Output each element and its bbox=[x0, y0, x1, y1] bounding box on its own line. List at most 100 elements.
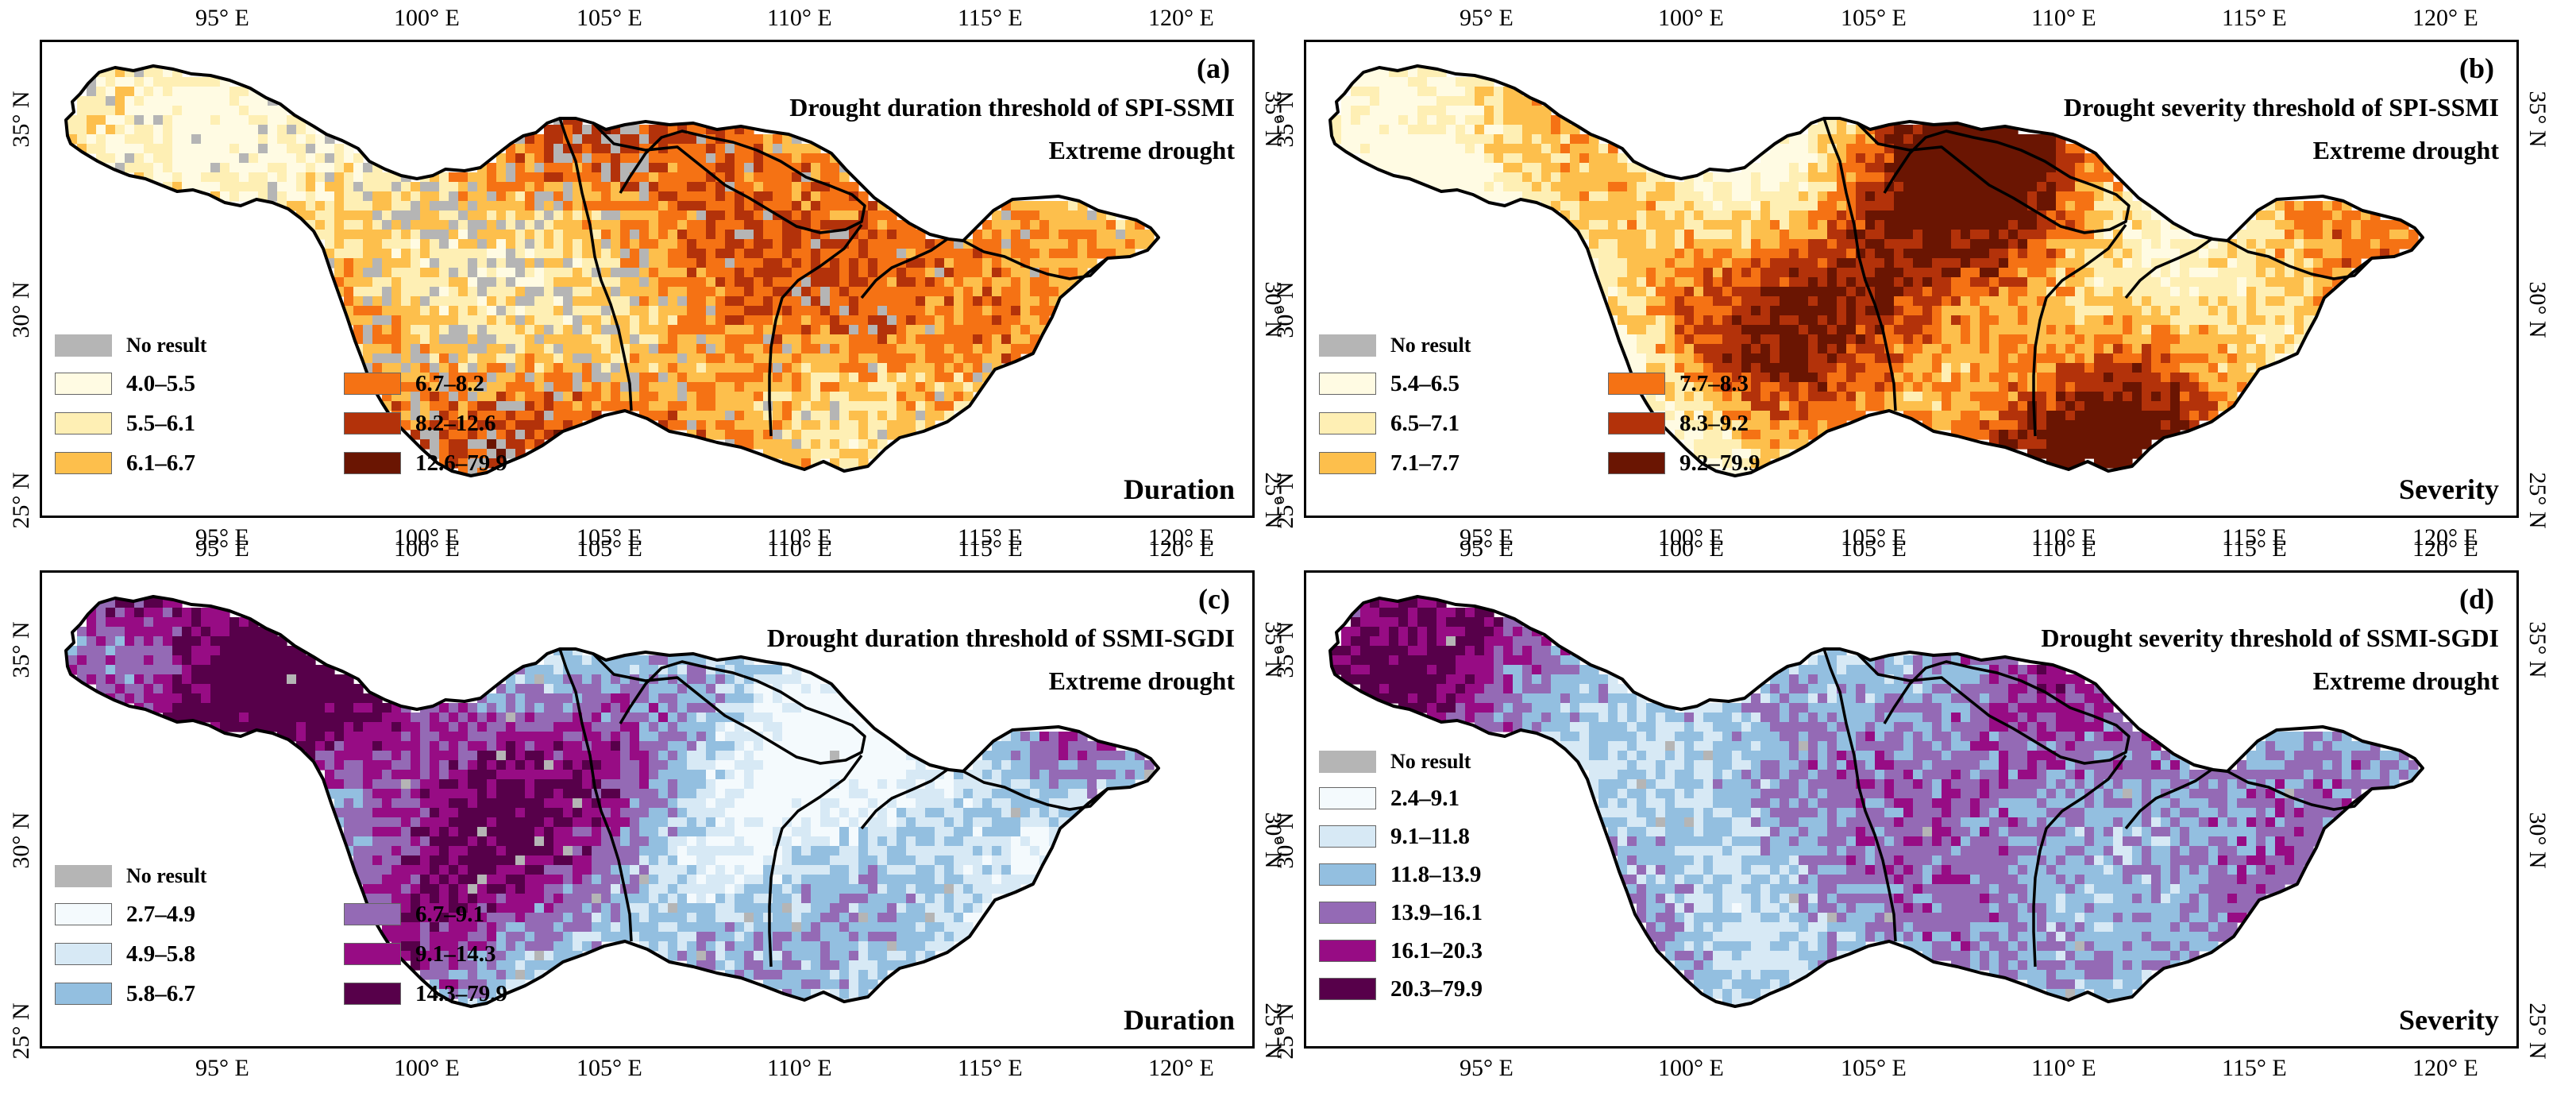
panel-title: Drought severity threshold of SSMI-SGDI bbox=[2041, 624, 2499, 652]
map-panel-b: 95° E 100° E 105° E 110° E 115° E 120° E 95° E… bbox=[1272, 5, 2551, 550]
sub-basin-boundary bbox=[860, 238, 949, 299]
sub-basin-boundary bbox=[1856, 122, 2131, 234]
sub-basin-boundary bbox=[962, 239, 1109, 280]
x-tick-label-top: 100° E bbox=[394, 5, 460, 31]
legend-no-result-text: No result bbox=[1390, 750, 1471, 773]
legend-class-text: 7.7–8.3 bbox=[1679, 370, 1749, 396]
legend-item: 9.2–79.9 bbox=[1608, 450, 1760, 476]
sub-basin-boundary bbox=[962, 770, 1109, 811]
x-tick-label-bottom: 110° E bbox=[767, 1055, 832, 1081]
x-tick-label-bottom: 120° E bbox=[2412, 1055, 2478, 1081]
legend-item: 4.9–5.8 bbox=[55, 941, 195, 967]
legend-swatch bbox=[1319, 334, 1376, 357]
panel-variable-label: Severity bbox=[2399, 1004, 2499, 1036]
y-tick-label-left: 30° N bbox=[1272, 812, 1298, 869]
y-tick-label-right: 35° N bbox=[2524, 91, 2551, 148]
legend-item: 2.4–9.1 bbox=[1319, 786, 1460, 811]
legend-class-text: 14.3–79.9 bbox=[415, 980, 507, 1006]
sub-basin-boundary bbox=[2032, 754, 2127, 967]
legend-class-text: 6.7–8.2 bbox=[415, 370, 484, 396]
legend-item: 14.3–79.9 bbox=[344, 981, 507, 1006]
panel-label: (b) bbox=[2459, 52, 2494, 84]
legend-swatch bbox=[1608, 452, 1665, 474]
legend-class-text: 20.3–79.9 bbox=[1390, 975, 1483, 1002]
x-tick-label-top: 105° E bbox=[577, 535, 642, 562]
raster-cells bbox=[1332, 68, 2419, 476]
legend-class-text: 5.4–6.5 bbox=[1390, 370, 1460, 396]
basin-boundary bbox=[64, 64, 1160, 477]
legend-item: 7.7–8.3 bbox=[1608, 371, 1749, 396]
x-tick-label-top: 115° E bbox=[958, 535, 1023, 562]
legend-swatch bbox=[1319, 902, 1376, 924]
legend-swatch bbox=[55, 903, 112, 925]
legend-class-text: 4.9–5.8 bbox=[126, 940, 195, 967]
legend-swatch bbox=[1319, 373, 1376, 395]
legend-swatch bbox=[1319, 787, 1376, 809]
map-frame: (b) Drought severity threshold of SPI-SSM… bbox=[1304, 40, 2519, 518]
legend-item: 6.7–9.1 bbox=[344, 902, 484, 927]
x-tick-label-top: 100° E bbox=[394, 535, 460, 562]
legend-class-text: 5.8–6.7 bbox=[126, 980, 195, 1006]
y-tick-label-left: 35° N bbox=[1272, 91, 1298, 148]
raster-cells bbox=[67, 598, 1155, 1006]
y-tick-label-left: 30° N bbox=[1272, 281, 1298, 338]
legend-swatch bbox=[344, 903, 401, 925]
panel-variable-label: Duration bbox=[1123, 473, 1235, 505]
legend-item: 13.9–16.1 bbox=[1319, 900, 1483, 925]
x-tick-label-bottom: 105° E bbox=[577, 1055, 642, 1081]
x-tick-label-top: 105° E bbox=[577, 5, 642, 31]
x-tick-label-top: 110° E bbox=[767, 535, 832, 562]
legend-item: 9.1–11.8 bbox=[1319, 824, 1470, 849]
drought-raster-map bbox=[1328, 595, 2424, 1008]
map-frame: (a) Drought duration threshold of SPI-SSM… bbox=[40, 40, 1255, 518]
y-tick-label-left: 30° N bbox=[8, 281, 34, 338]
x-tick-label-top: 115° E bbox=[2222, 5, 2287, 31]
x-tick-label-bottom: 100° E bbox=[1658, 1055, 1724, 1081]
legend-item-no-result: No result bbox=[55, 333, 206, 358]
legend-no-result-text: No result bbox=[126, 864, 207, 887]
map-panel-d: 95° E 100° E 105° E 110° E 115° E 120° E 95° E… bbox=[1272, 535, 2551, 1081]
basin-boundary bbox=[1328, 595, 2424, 1008]
raster-cells bbox=[1332, 598, 2419, 1006]
sub-basin-boundary bbox=[558, 648, 633, 942]
legend-swatch bbox=[344, 983, 401, 1005]
legend-item: 12.6–79.9 bbox=[344, 450, 507, 476]
x-tick-label-top: 120° E bbox=[2412, 5, 2478, 31]
legend-item: 5.4–6.5 bbox=[1319, 371, 1460, 396]
drought-raster-map bbox=[1328, 64, 2424, 477]
legend-item: 6.5–7.1 bbox=[1319, 411, 1460, 436]
legend-swatch bbox=[1608, 412, 1665, 434]
map-panel-c: 95° E 100° E 105° E 110° E 115° E 120° E 95° E… bbox=[8, 535, 1286, 1081]
y-tick-label-right: 25° N bbox=[2524, 1002, 2551, 1060]
legend-swatch bbox=[55, 983, 112, 1005]
sub-basin-boundary bbox=[768, 754, 863, 967]
legend-class-text: 2.7–4.9 bbox=[126, 901, 195, 927]
map-panel-a: 95° E 100° E 105° E 110° E 115° E 120° E 95° E… bbox=[8, 5, 1286, 550]
legend-class-text: 6.7–9.1 bbox=[415, 901, 484, 927]
legend-class-text: 9.1–14.3 bbox=[415, 940, 496, 967]
legend-item: 20.3–79.9 bbox=[1319, 976, 1483, 1002]
legend-swatch bbox=[344, 943, 401, 965]
legend-swatch bbox=[344, 373, 401, 395]
x-tick-label-bottom: 100° E bbox=[1658, 524, 1724, 550]
y-tick-label-right: 35° N bbox=[2524, 621, 2551, 678]
legend-item: 6.1–6.7 bbox=[55, 450, 195, 476]
x-tick-label-bottom: 115° E bbox=[958, 1055, 1023, 1081]
drought-raster-map bbox=[64, 64, 1160, 477]
x-tick-label-bottom: 120° E bbox=[1148, 1055, 1214, 1081]
drought-raster-map bbox=[64, 595, 1160, 1008]
x-tick-label-top: 120° E bbox=[2412, 535, 2478, 562]
panel-subtitle: Extreme drought bbox=[2312, 666, 2499, 695]
panel-title: Drought severity threshold of SPI-SSMI bbox=[2063, 93, 2499, 122]
sub-basin-boundary bbox=[768, 223, 863, 437]
sub-basin-boundary bbox=[1856, 652, 2131, 765]
panel-subtitle: Extreme drought bbox=[1048, 666, 1235, 695]
legend-swatch bbox=[55, 943, 112, 965]
legend-item: 2.7–4.9 bbox=[55, 902, 195, 927]
panel-variable-label: Duration bbox=[1123, 1004, 1235, 1036]
legend-swatch bbox=[1319, 412, 1376, 434]
x-tick-label-bottom: 115° E bbox=[2222, 1055, 2287, 1081]
legend-class-text: 4.0–5.5 bbox=[126, 370, 195, 396]
x-tick-label-bottom: 95° E bbox=[195, 1055, 249, 1081]
legend-class-text: 2.4–9.1 bbox=[1390, 785, 1460, 811]
